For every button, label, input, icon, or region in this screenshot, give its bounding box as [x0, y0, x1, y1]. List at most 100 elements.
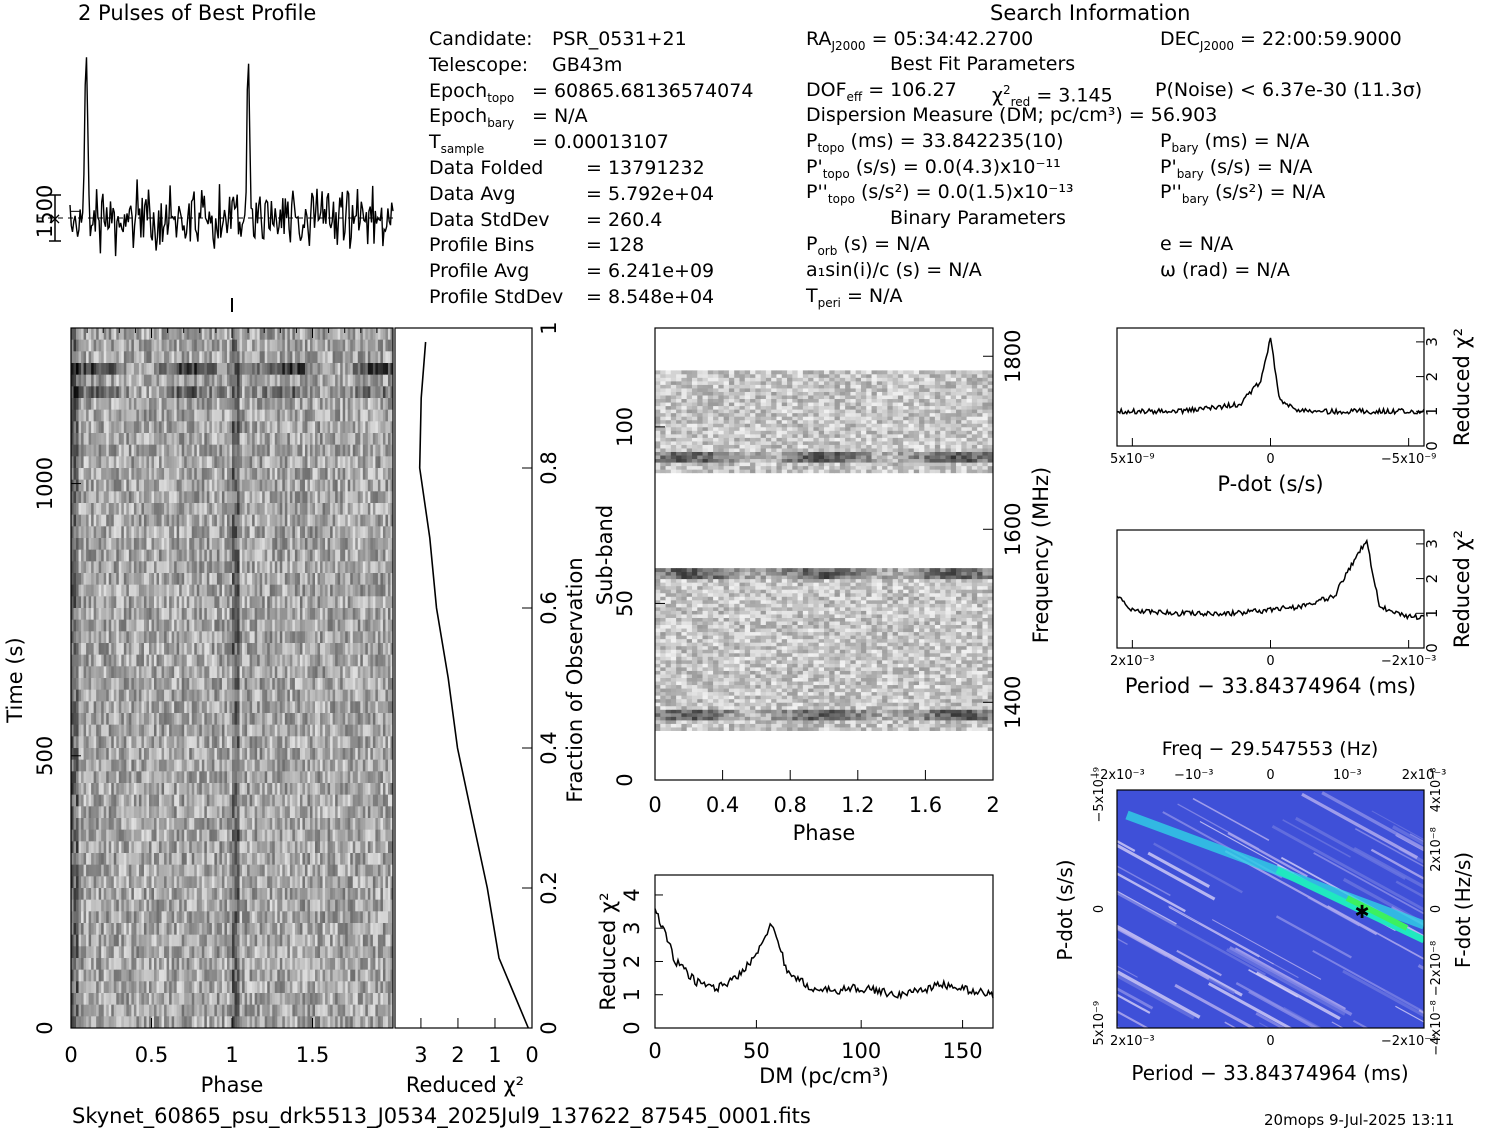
heatmap-cell — [317, 666, 321, 679]
heatmap-cell — [154, 724, 157, 737]
heatmap-cell — [179, 538, 183, 551]
heatmap-cell — [330, 549, 334, 562]
heatmap-cell — [83, 759, 87, 772]
heatmap-cell — [169, 584, 173, 597]
heatmap-cell — [86, 736, 90, 749]
heatmap-cell — [312, 608, 316, 621]
heatmap-cell — [118, 386, 122, 399]
heatmap-cell — [360, 398, 364, 411]
heatmap-cell — [194, 596, 198, 609]
heatmap-cell — [123, 689, 127, 702]
heatmap-cell — [126, 713, 130, 726]
heatmap-cell — [272, 748, 276, 761]
heatmap-cell — [181, 479, 185, 492]
heatmap-cell — [221, 584, 225, 597]
heatmap-cell — [317, 386, 321, 399]
heatmap-cell — [226, 549, 230, 562]
heatmap-cell — [292, 386, 296, 399]
heatmap-cell — [91, 503, 95, 516]
heatmap-cell — [91, 713, 95, 726]
heatmap-cell — [226, 328, 230, 341]
heatmap-cell — [317, 631, 321, 644]
heatmap-cell — [121, 608, 125, 621]
heatmap-cell — [118, 619, 122, 632]
heatmap-cell — [196, 468, 200, 481]
heatmap-cell — [123, 398, 127, 411]
heatmap-cell — [151, 503, 155, 516]
heatmap-cell — [209, 619, 213, 632]
heatmap-cell — [113, 561, 117, 574]
heatmap-cell — [146, 479, 150, 492]
heatmap-cell — [269, 573, 273, 586]
heatmap-cell — [272, 724, 276, 737]
heatmap-cell — [274, 456, 278, 469]
heatmap-cell — [287, 748, 291, 761]
heatmap-cell — [345, 584, 349, 597]
heatmap-cell — [88, 689, 92, 702]
heatmap-cell — [116, 409, 120, 422]
heatmap-cell — [292, 468, 296, 481]
heatmap-cell — [169, 491, 173, 504]
heatmap-cell — [289, 456, 293, 469]
heatmap-cell — [357, 514, 361, 527]
heatmap-cell — [375, 596, 379, 609]
heatmap-cell — [249, 421, 253, 434]
heatmap-cell — [113, 689, 117, 702]
heatmap-cell — [237, 619, 240, 632]
heatmap-cell — [121, 771, 125, 784]
heatmap-cell — [123, 339, 127, 352]
heatmap-cell — [370, 491, 374, 504]
heatmap-cell — [96, 771, 100, 784]
heatmap-cell — [71, 748, 74, 761]
heatmap-cell — [352, 421, 356, 434]
heatmap-cell — [387, 608, 391, 621]
heatmap-cell — [143, 444, 147, 457]
heatmap-cell — [249, 713, 253, 726]
heatmap-cell — [146, 654, 150, 667]
heatmap-cell — [357, 573, 361, 586]
heatmap-cell — [297, 526, 301, 539]
heatmap-cell — [390, 433, 394, 446]
heatmap-cell — [164, 351, 167, 364]
heatmap-cell — [229, 689, 233, 702]
heatmap-cell — [201, 713, 205, 726]
heatmap-cell — [204, 363, 208, 376]
heatmap-cell — [307, 444, 311, 457]
heatmap-cell — [78, 386, 82, 399]
heatmap-cell — [367, 398, 371, 411]
heatmap-cell — [385, 409, 389, 422]
heatmap-cell — [377, 363, 381, 376]
heatmap-cell — [367, 643, 371, 656]
heatmap-cell — [136, 479, 140, 492]
heatmap-cell — [204, 491, 208, 504]
heatmap-cell — [116, 596, 120, 609]
heatmap-cell — [221, 386, 225, 399]
heatmap-cell — [226, 643, 230, 656]
heatmap-cell — [337, 409, 341, 422]
heatmap-cell — [390, 479, 394, 492]
heatmap-cell — [302, 538, 306, 551]
heatmap-cell — [76, 748, 79, 761]
heatmap-cell — [264, 771, 268, 784]
heatmap-cell — [206, 339, 210, 352]
heatmap-cell — [113, 771, 117, 784]
heatmap-cell — [232, 421, 235, 434]
heatmap-cell — [242, 421, 245, 434]
heatmap-cell — [221, 678, 225, 691]
heatmap-cell — [322, 526, 326, 539]
heatmap-cell — [252, 526, 256, 539]
heatmap-cell — [141, 503, 145, 516]
heatmap-cell — [221, 689, 225, 702]
heatmap-cell — [292, 409, 296, 422]
heatmap-cell — [191, 584, 195, 597]
heatmap-cell — [315, 596, 318, 609]
heatmap-cell — [289, 386, 293, 399]
heatmap-cell — [264, 689, 268, 702]
heatmap-cell — [317, 491, 321, 504]
heatmap-cell — [254, 456, 258, 469]
heatmap-cell — [352, 608, 356, 621]
heatmap-cell — [304, 503, 308, 516]
heatmap-cell — [226, 363, 230, 376]
heatmap-cell — [128, 561, 132, 574]
heatmap-cell — [86, 468, 90, 481]
